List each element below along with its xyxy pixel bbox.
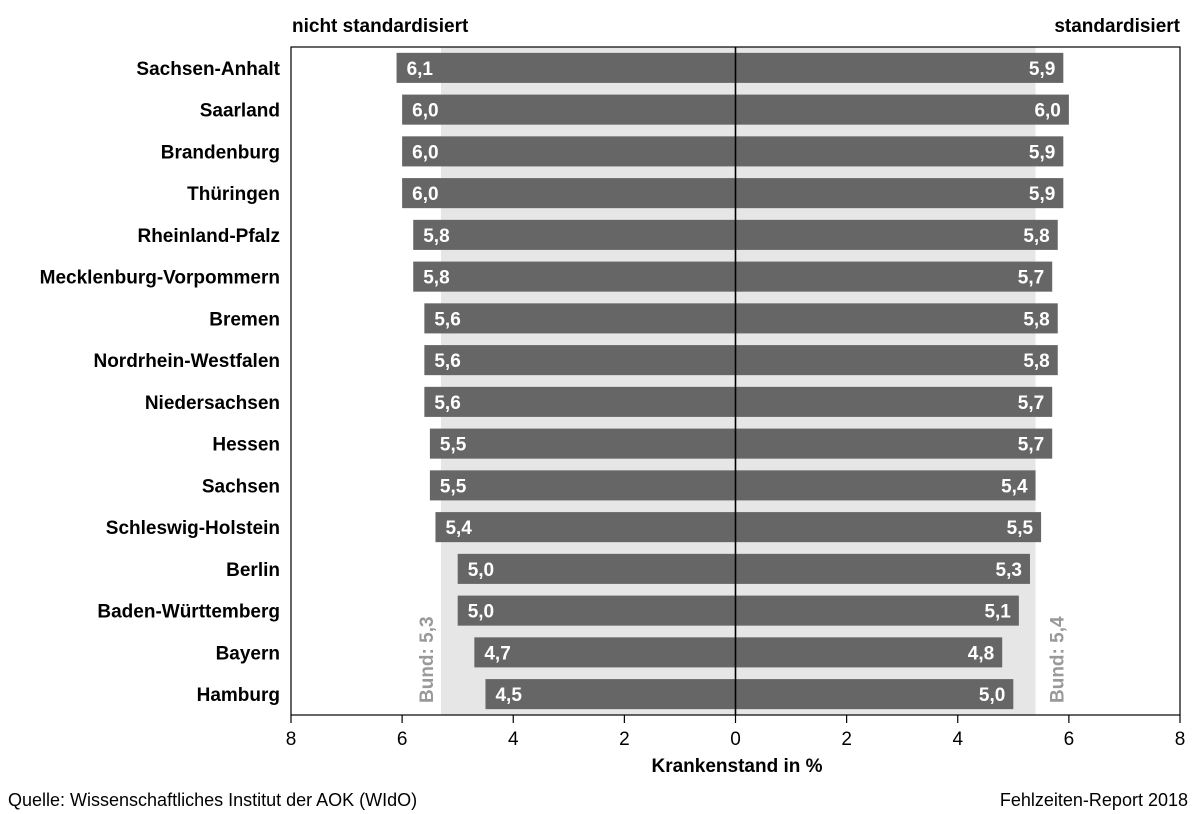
data-label-right: 5,1 [984, 602, 1011, 623]
data-label-left: 6,0 [412, 142, 438, 163]
data-label-right: 5,0 [979, 685, 1005, 706]
category-label: Nordrhein-Westfalen [93, 351, 280, 372]
data-label-right: 6,0 [1034, 101, 1060, 122]
bar-left [413, 219, 736, 250]
data-label-left: 5,6 [434, 351, 460, 372]
bar-left [457, 553, 736, 584]
data-label-right: 4,8 [968, 643, 994, 664]
data-label-left: 5,6 [434, 309, 460, 330]
bar-right [735, 52, 1064, 83]
category-label: Berlin [226, 560, 280, 581]
x-tick-label: 6 [1064, 729, 1075, 750]
category-label: Sachsen [202, 476, 280, 497]
data-label-right: 5,9 [1029, 142, 1055, 163]
data-label-right: 5,7 [1018, 435, 1044, 456]
bar-right [735, 428, 1053, 459]
data-label-left: 5,5 [440, 435, 467, 456]
right-panel-title: standardisiert [1054, 16, 1180, 37]
category-label: Baden-Württemberg [97, 602, 280, 623]
data-label-left: 4,5 [495, 685, 522, 706]
category-label: Hessen [212, 435, 280, 456]
category-label: Sachsen-Anhalt [136, 59, 280, 80]
x-axis-label: Krankenstand in % [651, 756, 823, 777]
category-label: Brandenburg [161, 142, 280, 163]
data-label-left: 5,8 [423, 268, 449, 289]
category-label: Niedersachsen [145, 393, 280, 414]
bar-left [402, 136, 736, 167]
category-label: Bremen [209, 309, 280, 330]
category-label: Mecklenburg-Vorpommern [40, 268, 280, 289]
bar-right [735, 219, 1058, 250]
data-label-left: 6,0 [412, 184, 438, 205]
source-note: Quelle: Wissenschaftliches Institut der … [8, 790, 418, 810]
report-note: Fehlzeiten-Report 2018 [999, 790, 1188, 810]
x-tick-label: 8 [1175, 729, 1186, 750]
bar-right [735, 94, 1069, 125]
category-label: Saarland [200, 101, 280, 122]
bar-right [735, 261, 1053, 292]
bar-left [457, 595, 736, 626]
category-label: Hamburg [197, 685, 280, 706]
bar-right [735, 136, 1064, 167]
data-label-right: 5,3 [996, 560, 1022, 581]
bar-left [429, 470, 736, 501]
reference-label-right: Bund: 5,4 [1048, 616, 1069, 703]
data-label-right: 5,8 [1023, 226, 1049, 247]
bar-left [435, 512, 736, 543]
data-label-left: 5,5 [440, 476, 467, 497]
data-label-right: 5,9 [1029, 184, 1055, 205]
category-label: Bayern [216, 643, 280, 664]
bar-right [735, 553, 1030, 584]
bar-right [735, 637, 1003, 668]
category-label: Thüringen [187, 184, 280, 205]
bar-left [424, 386, 736, 417]
data-label-right: 5,5 [1007, 518, 1034, 539]
bar-right [735, 386, 1053, 417]
data-label-left: 5,4 [445, 518, 472, 539]
data-label-left: 5,8 [423, 226, 449, 247]
bar-right [735, 303, 1058, 334]
x-tick-label: 0 [730, 729, 741, 750]
bar-left [424, 345, 736, 376]
data-label-left: 5,6 [434, 393, 460, 414]
bar-left [413, 261, 736, 292]
data-label-left: 5,0 [468, 602, 494, 623]
bar-right [735, 595, 1019, 626]
bar-left [485, 679, 736, 710]
data-label-right: 5,7 [1018, 268, 1044, 289]
bar-left [396, 52, 736, 83]
reference-label-left: Bund: 5,3 [417, 616, 438, 703]
bar-left [402, 94, 736, 125]
bar-right [735, 178, 1064, 209]
x-tick-label: 8 [286, 729, 297, 750]
x-tick-label: 2 [841, 729, 852, 750]
bar-right [735, 512, 1042, 543]
data-label-left: 6,1 [407, 59, 434, 80]
data-label-left: 5,0 [468, 560, 494, 581]
data-label-left: 6,0 [412, 101, 438, 122]
bar-left [424, 303, 736, 334]
x-tick-label: 4 [952, 729, 963, 750]
x-tick-label: 2 [619, 729, 630, 750]
category-label: Schleswig-Holstein [106, 518, 280, 539]
x-tick-label: 4 [508, 729, 519, 750]
data-label-left: 4,7 [484, 643, 510, 664]
data-label-right: 5,9 [1029, 59, 1055, 80]
data-label-right: 5,7 [1018, 393, 1044, 414]
data-label-right: 5,4 [1001, 476, 1028, 497]
category-label: Rheinland-Pfalz [137, 226, 280, 247]
x-tick-label: 6 [397, 729, 408, 750]
data-label-right: 5,8 [1023, 309, 1049, 330]
bar-left [474, 637, 736, 668]
bar-right [735, 679, 1014, 710]
bar-left [402, 178, 736, 209]
bar-right [735, 470, 1036, 501]
left-panel-title: nicht standardisiert [292, 16, 469, 37]
bar-right [735, 345, 1058, 376]
bar-left [429, 428, 736, 459]
data-label-right: 5,8 [1023, 351, 1049, 372]
